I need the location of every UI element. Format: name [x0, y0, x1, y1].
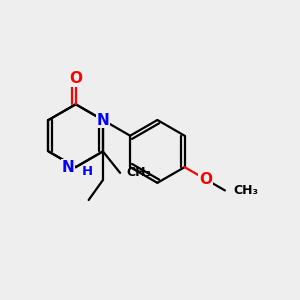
Text: N: N	[97, 112, 109, 128]
Text: O: O	[69, 71, 82, 86]
Text: H: H	[82, 165, 93, 178]
Text: CH₃: CH₃	[233, 184, 259, 197]
Text: N: N	[61, 160, 74, 175]
Text: O: O	[199, 172, 212, 187]
Text: CH₃: CH₃	[126, 167, 152, 179]
